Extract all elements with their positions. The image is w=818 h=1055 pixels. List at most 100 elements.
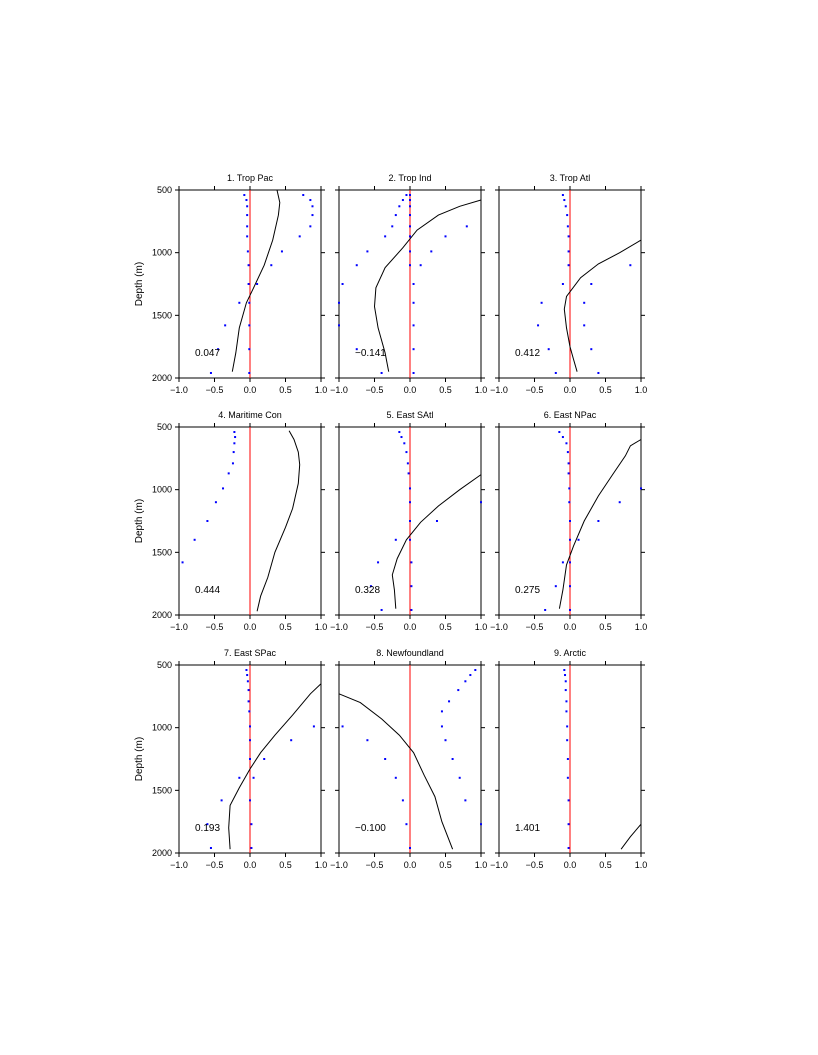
data-point (561, 283, 564, 285)
x-tick-label: 1.0 (315, 385, 328, 395)
data-point (249, 725, 251, 728)
data-point (412, 371, 415, 374)
x-tick-label: 1.0 (475, 385, 488, 395)
data-point (220, 799, 223, 802)
data-point (412, 283, 415, 285)
data-point (248, 710, 251, 713)
data-point (248, 324, 251, 327)
data-point (567, 823, 570, 826)
x-tick-label: −0.5 (526, 385, 544, 395)
x-tick-label: −0.5 (366, 860, 384, 870)
data-point (444, 739, 447, 742)
data-point (564, 674, 567, 677)
x-tick-label: 1.0 (635, 860, 648, 870)
data-point (355, 264, 358, 267)
data-point (640, 487, 642, 490)
data-point (311, 214, 314, 217)
x-tick-label: −1.0 (330, 622, 348, 632)
data-point (247, 689, 250, 692)
data-point (547, 348, 550, 351)
y-tick-label: 1000 (152, 485, 172, 495)
panel-title: 1. Trop Pac (227, 173, 274, 183)
data-point (401, 199, 404, 202)
data-point (394, 776, 397, 779)
data-point (597, 371, 600, 374)
data-point (566, 214, 569, 217)
data-point (250, 823, 253, 826)
panel-title: 3. Trop Atl (550, 173, 591, 183)
data-point (412, 324, 415, 327)
data-point (193, 538, 196, 541)
panel-annotation: 0.412 (515, 348, 540, 359)
data-point (566, 758, 569, 760)
x-tick-label: −0.5 (526, 622, 544, 632)
data-point (270, 264, 273, 267)
x-tick-label: 0.0 (244, 622, 257, 632)
data-point (409, 501, 411, 504)
data-point (263, 758, 266, 760)
panel-title: 7. East SPac (224, 648, 277, 658)
data-point (590, 283, 593, 285)
data-point (398, 205, 401, 208)
x-tick-label: 0.0 (564, 860, 577, 870)
y-tick-label: 2000 (152, 373, 172, 383)
data-point (398, 431, 401, 434)
data-point (238, 776, 241, 779)
data-point (564, 689, 567, 692)
data-point (231, 462, 234, 465)
x-tick-label: 0.0 (564, 385, 577, 395)
panel-8: 8. Newfoundland −1.0 −0.5 0.0 0.5 1.0 −0.100 (330, 648, 487, 870)
data-point (409, 199, 411, 202)
x-tick-label: −0.5 (366, 622, 384, 632)
data-point (246, 235, 249, 238)
data-point (246, 250, 249, 253)
data-point (246, 674, 249, 677)
data-point (566, 725, 569, 728)
data-point (209, 846, 212, 849)
data-point (341, 725, 344, 728)
panel-annotation: 0.444 (195, 585, 220, 596)
data-point (435, 520, 438, 522)
data-point (564, 680, 567, 683)
data-point (405, 451, 408, 454)
data-point (233, 442, 236, 445)
data-point (280, 250, 283, 253)
data-point (341, 283, 344, 285)
data-point (583, 324, 586, 327)
data-point (405, 194, 408, 197)
x-tick-label: 1.0 (475, 860, 488, 870)
data-point (457, 689, 460, 692)
x-tick-label: 0.5 (439, 860, 452, 870)
data-point (566, 225, 569, 228)
panel-6: 6. East NPac −1.0 −0.5 0.0 0.5 1.0 0.275 (490, 410, 647, 632)
data-point (290, 739, 293, 742)
y-tick-label: 1000 (152, 248, 172, 258)
panel-annotation: 0.193 (195, 823, 220, 834)
y-tick-label: 1000 (152, 723, 172, 733)
data-point (554, 585, 557, 588)
data-point (544, 608, 547, 611)
data-point (384, 235, 387, 238)
x-tick-label: 0.5 (279, 385, 292, 395)
data-point (366, 739, 369, 742)
data-point (252, 776, 255, 779)
data-point (566, 739, 569, 742)
x-tick-label: 1.0 (315, 860, 328, 870)
data-point (409, 225, 411, 228)
x-tick-label: 1.0 (635, 385, 648, 395)
data-point (567, 235, 570, 238)
data-point (245, 669, 248, 672)
x-tick-label: 0.0 (244, 385, 257, 395)
panel-annotation: 0.328 (355, 585, 380, 596)
data-point (566, 776, 569, 779)
data-point (380, 371, 383, 374)
x-tick-label: 1.0 (475, 622, 488, 632)
x-tick-label: −0.5 (206, 622, 224, 632)
data-point (440, 725, 443, 728)
panel-annotation: −0.141 (355, 348, 386, 359)
data-point (249, 739, 251, 742)
panel-3: 3. Trop Atl −1.0 −0.5 0.0 0.5 1.0 0.412 (490, 173, 647, 395)
x-tick-label: 0.0 (244, 860, 257, 870)
data-point (249, 799, 251, 802)
data-point (410, 561, 413, 564)
